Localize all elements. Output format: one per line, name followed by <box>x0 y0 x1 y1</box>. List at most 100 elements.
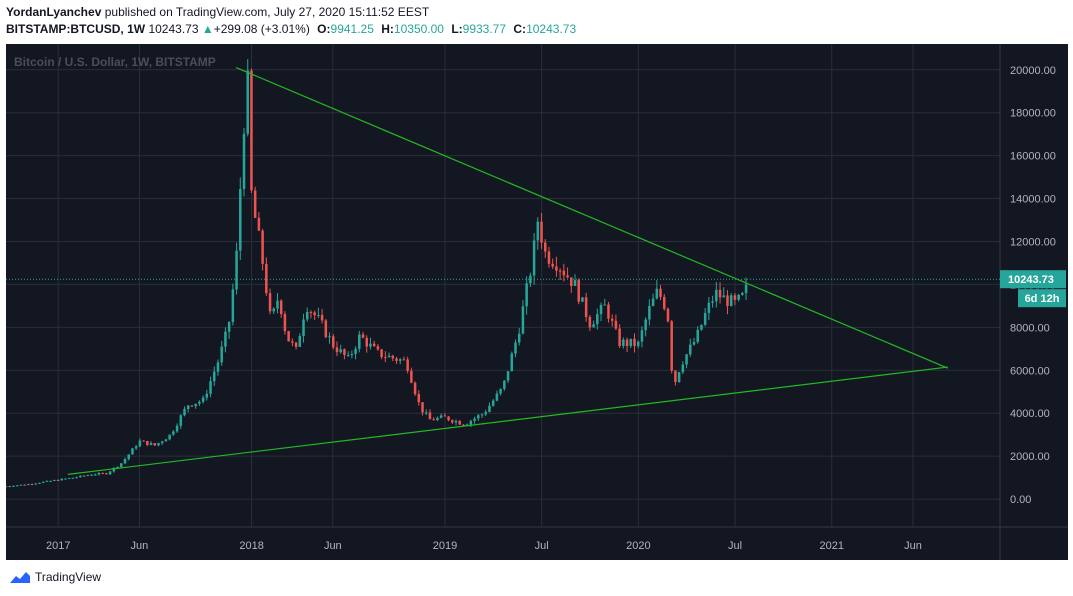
candle-body <box>551 263 554 267</box>
x-tick-label: Jun <box>324 540 342 552</box>
published-text: published on TradingView.com, July 27, 2… <box>104 5 430 19</box>
candle-body <box>670 321 673 371</box>
candle-body <box>514 342 517 354</box>
candle-body <box>305 312 309 320</box>
candle-body <box>261 230 264 264</box>
candle-body <box>555 266 558 271</box>
candlestick-chart[interactable]: 20000.00 18000.00 16000.00 14000.00 12000.00… <box>4 44 1068 560</box>
footer: TradingView <box>0 562 1073 596</box>
time-axis[interactable]: 2017 Jun 2018 Jun 2019 Jul 2020 Jul 2021 Jun <box>46 540 922 552</box>
candle-body <box>253 190 257 218</box>
x-tick-label: Jun <box>904 540 922 552</box>
candle-body <box>499 388 502 394</box>
candle-body <box>93 474 97 476</box>
candle-body <box>179 415 183 426</box>
candle-body <box>231 289 235 322</box>
candle-body <box>49 480 52 482</box>
candle-body <box>12 485 15 487</box>
candle-body <box>718 289 722 298</box>
candle-body <box>737 294 740 300</box>
candle-body <box>607 304 610 319</box>
candle-body <box>618 328 621 347</box>
candle-body <box>454 421 458 423</box>
candle-body <box>391 355 395 359</box>
candle-body <box>525 283 528 307</box>
tradingview-logo[interactable]: TradingView <box>8 569 101 585</box>
y-tick-label: 4000.00 <box>1010 408 1050 420</box>
candle-body <box>56 479 60 481</box>
y-tick-label: 6000.00 <box>1010 365 1050 377</box>
candle-body <box>272 308 276 312</box>
candle-body <box>350 353 354 355</box>
candle-body <box>506 371 510 381</box>
candle-body <box>220 346 223 363</box>
y-tick-label: 18000.00 <box>1010 108 1056 120</box>
candle-body <box>45 480 49 482</box>
candle-body <box>320 314 324 321</box>
candle-body <box>294 342 298 347</box>
candle-body <box>227 321 231 332</box>
trendlines[interactable] <box>67 67 949 476</box>
chart-area[interactable]: 20000.00 18000.00 16000.00 14000.00 12000.00… <box>4 44 1068 560</box>
low-value: 9933.77 <box>462 22 507 36</box>
author-name[interactable]: YordanLyanchev <box>6 5 102 19</box>
candle-body <box>372 343 376 347</box>
publish-line: YordanLyanchev published on TradingView.… <box>6 5 429 19</box>
candle-body <box>465 424 469 426</box>
candle-body <box>547 251 551 264</box>
candle-body <box>384 357 387 359</box>
price-axis[interactable]: 20000.00 18000.00 16000.00 14000.00 12000.00… <box>6 65 1066 506</box>
candle-body <box>521 306 525 334</box>
candle-body <box>380 349 383 358</box>
candle-body <box>239 189 242 251</box>
candle-body <box>183 408 186 416</box>
candle-body <box>473 418 476 421</box>
open-label: O: <box>317 22 331 36</box>
candle-body <box>90 474 93 476</box>
candle-body <box>447 416 450 421</box>
candle-body <box>696 329 699 343</box>
candle-body <box>86 475 90 477</box>
candle-body <box>235 250 238 290</box>
candle-body <box>361 334 365 338</box>
candle-body <box>339 349 342 353</box>
candle-body <box>346 354 350 356</box>
candle-body <box>41 481 45 483</box>
candle-body <box>629 338 633 347</box>
candle-body <box>644 319 647 331</box>
candle-body <box>198 401 201 404</box>
candle-body <box>291 341 294 343</box>
close-value: 10243.73 <box>526 22 577 36</box>
current-price-tag <box>1000 270 1066 289</box>
candle-body <box>97 473 101 475</box>
candle-body <box>584 297 588 317</box>
candle-body <box>38 482 41 484</box>
candle-body <box>510 353 514 372</box>
y-tick-label: 2000.00 <box>1010 451 1050 463</box>
y-tick-label: 0.00 <box>1010 494 1031 506</box>
candle-body <box>577 280 580 302</box>
candle-body <box>503 380 506 389</box>
change-arrow-icon: ▲ <box>201 22 214 36</box>
candle-body <box>387 355 391 358</box>
candle-body <box>640 330 644 342</box>
candle-body <box>354 348 357 354</box>
candle-body <box>480 414 484 416</box>
candle-body <box>27 484 30 486</box>
candle-body <box>332 336 335 348</box>
candle-body <box>703 312 707 325</box>
candle-body <box>30 484 34 486</box>
candle-body <box>677 372 681 382</box>
candle-body <box>536 221 540 241</box>
candle-body <box>358 334 361 349</box>
chart-title: Bitcoin / U.S. Dollar, 1W, BITSTAMP <box>14 55 216 69</box>
x-tick-label: 2017 <box>46 540 70 552</box>
candle-body <box>172 431 175 435</box>
candle-body <box>246 70 249 134</box>
candle-body <box>543 242 547 252</box>
candle-body <box>424 412 428 414</box>
candle-body <box>566 275 569 278</box>
candle-body <box>406 359 409 371</box>
candle-body <box>648 306 651 320</box>
ohlc-line: BITSTAMP:BTCUSD, 1W 10243.73 ▲+299.08 (+… <box>6 22 576 36</box>
